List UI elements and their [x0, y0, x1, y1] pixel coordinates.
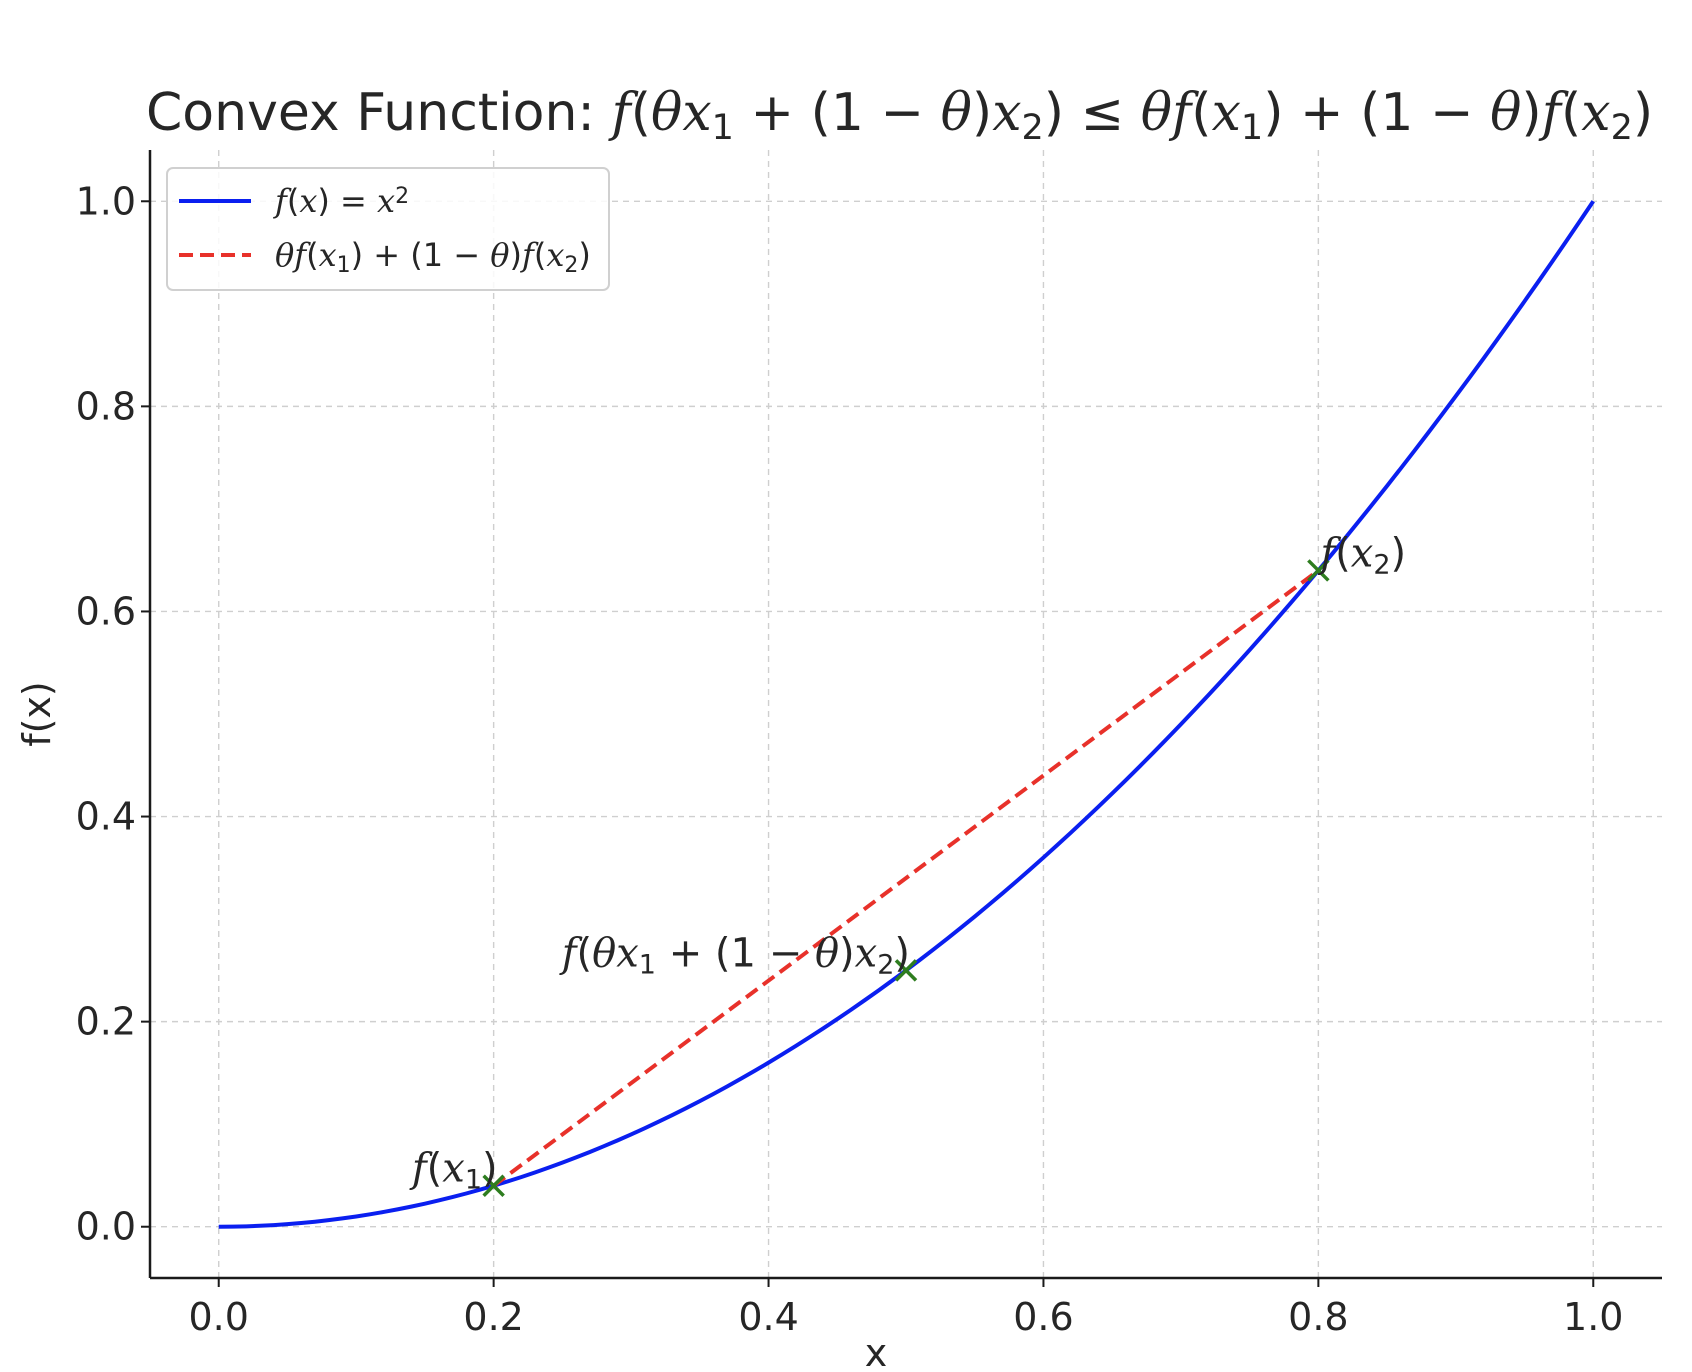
x-tick-label-1: 0.2 — [463, 1295, 523, 1339]
x-tick-label-0: 0.0 — [189, 1295, 249, 1339]
y-tick-label-2: 0.4 — [76, 795, 136, 839]
point-marker-2 — [1307, 559, 1330, 582]
point-label-2: f(x2) — [1317, 530, 1406, 580]
y-tick-label-0: 0.0 — [76, 1205, 136, 1249]
series-line-0 — [218, 200, 1595, 1229]
y-axis-label: f(x) — [15, 681, 59, 747]
point-label-1: f(θx1 + (1 − θ)x2) — [559, 930, 910, 980]
ticks: 0.0 0.2 0.4 0.6 0.8 1.0 0.0 0.2 0.4 0.6 0.8 1.0 — [76, 179, 1624, 1339]
grid — [150, 150, 1662, 1278]
legend-label-0: f(x) = x2 — [273, 182, 409, 220]
axes — [148, 150, 1662, 1280]
y-tick-label-5: 1.0 — [76, 179, 136, 223]
x-tick-label-4: 0.8 — [1288, 1295, 1348, 1339]
point-marker-1 — [894, 959, 918, 982]
x-tick-label-5: 1.0 — [1563, 1295, 1623, 1339]
series-line-1 — [492, 568, 1320, 1188]
chart-title-group: Convex Function: f(θx1 + (1 − θ)x2) ≤ θf… — [146, 83, 1653, 148]
series-layer — [218, 200, 1595, 1229]
x-tick-label-2: 0.4 — [738, 1295, 798, 1339]
y-tick-label-3: 0.6 — [76, 589, 136, 633]
y-tick-label-4: 0.8 — [76, 384, 136, 428]
x-tick-label-3: 0.6 — [1013, 1295, 1073, 1339]
legend: f(x) = x2 θf(x1) + (1 − θ)f(x2) — [166, 167, 610, 291]
point-label-0: f(x1) — [409, 1146, 498, 1196]
points-layer: f(x1) f(θx1 + (1 − θ)x2) f(x2) — [409, 530, 1406, 1197]
legend-label-1: θf(x1) + (1 − θ)f(x2) — [275, 236, 591, 278]
legend-box — [166, 167, 610, 291]
axis-labels: x f(x) — [15, 681, 888, 1372]
point-marker-0 — [482, 1174, 505, 1197]
chart-title: Convex Function: f(θx1 + (1 − θ)x2) ≤ θf… — [146, 83, 1653, 148]
y-tick-label-1: 0.2 — [76, 1000, 136, 1044]
x-axis-label: x — [865, 1331, 888, 1368]
